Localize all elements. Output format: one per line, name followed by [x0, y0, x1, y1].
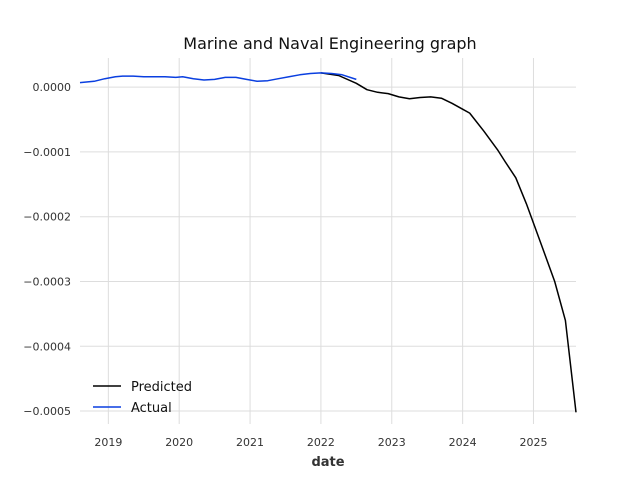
y-tick-label: −0.0001: [23, 146, 71, 159]
y-tick-label: −0.0002: [23, 211, 71, 224]
legend: Predicted Actual: [93, 380, 192, 416]
series-lines: [79, 72, 577, 413]
legend-label: Predicted: [131, 380, 192, 395]
x-axis-ticks: 2019 2020 2021 2022 2023 2024 2025: [94, 436, 547, 449]
y-tick-label: −0.0005: [23, 405, 71, 418]
x-tick-label: 2023: [378, 436, 406, 449]
series-line-actual: [79, 72, 357, 84]
chart-title: Marine and Naval Engineering graph: [183, 34, 476, 53]
x-tick-label: 2021: [236, 436, 264, 449]
y-tick-label: −0.0003: [23, 275, 71, 288]
x-tick-label: 2024: [449, 436, 477, 449]
x-tick-label: 2022: [307, 436, 335, 449]
y-tick-label: 0.0000: [33, 81, 72, 94]
x-tick-label: 2020: [165, 436, 193, 449]
series-line-predicted: [320, 72, 577, 413]
x-axis-label: date: [311, 455, 344, 470]
y-axis-ticks: 0.0000 −0.0001 −0.0002 −0.0003 −0.0004 −0.000…: [23, 81, 71, 418]
legend-label: Actual: [131, 401, 172, 416]
x-tick-label: 2019: [94, 436, 122, 449]
y-tick-label: −0.0004: [23, 340, 71, 353]
x-tick-label: 2025: [519, 436, 547, 449]
grid-lines: [80, 58, 576, 424]
